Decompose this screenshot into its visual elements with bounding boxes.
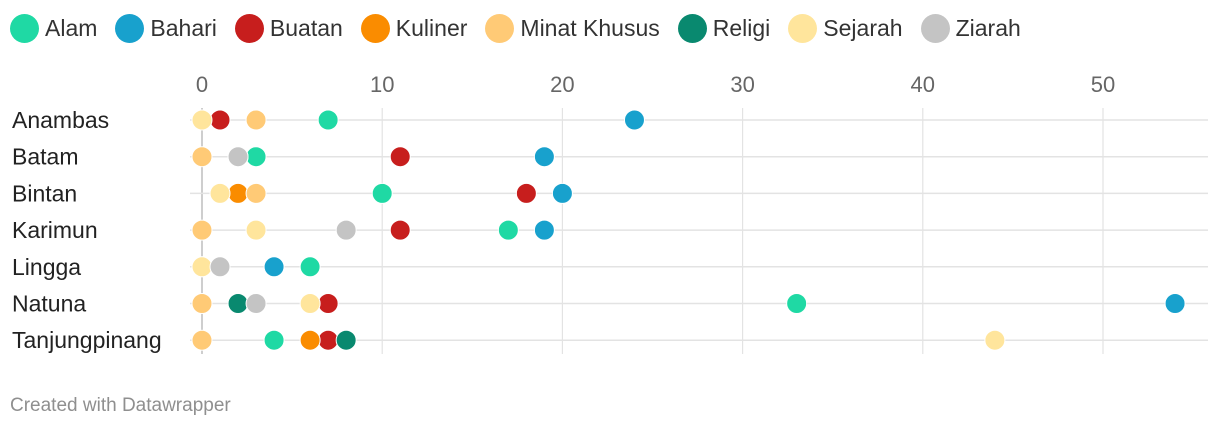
category-label-anambas: Anambas xyxy=(12,107,109,133)
category-label-batam: Batam xyxy=(12,144,78,170)
legend-swatch-alam xyxy=(10,13,39,43)
legend-label-alam: Alam xyxy=(45,14,98,41)
dot-minat-khusus-bintan xyxy=(245,182,267,204)
dot-buatan-batam xyxy=(389,146,411,168)
dot-sejarah-anambas xyxy=(191,109,213,131)
dot-alam-anambas xyxy=(317,109,339,131)
dot-bahari-bintan xyxy=(551,182,573,204)
dot-bahari-lingga xyxy=(263,256,285,278)
dot-minat-khusus-natuna xyxy=(191,293,213,314)
category-label-natuna: Natuna xyxy=(12,291,86,317)
legend-swatch-minat-khusus xyxy=(485,13,515,43)
legend-item-sejarah: Sejarah xyxy=(788,13,903,43)
dot-buatan-anambas xyxy=(209,109,231,131)
category-label-lingga: Lingga xyxy=(12,254,81,280)
legend-label-sejarah: Sejarah xyxy=(823,14,903,41)
dot-minat-khusus-karimun xyxy=(191,219,213,241)
dot-sejarah-tanjungpinang xyxy=(984,329,1006,351)
legend-item-kuliner: Kuliner xyxy=(360,13,468,43)
dot-minat-khusus-batam xyxy=(191,146,213,168)
dot-ziarah-karimun xyxy=(335,219,357,241)
dot-sejarah-karimun xyxy=(245,219,267,241)
legend-label-religi: Religi xyxy=(712,14,771,41)
legend-label-kuliner: Kuliner xyxy=(395,14,468,41)
dot-sejarah-natuna xyxy=(299,293,321,314)
legend-item-buatan: Buatan xyxy=(234,13,343,43)
legend-label-buatan: Buatan xyxy=(269,14,343,41)
dot-ziarah-batam xyxy=(227,146,249,168)
dot-bahari-batam xyxy=(533,146,555,168)
legend-item-alam: Alam xyxy=(10,13,98,43)
legend-label-bahari: Bahari xyxy=(150,14,217,41)
x-tick-label: 50 xyxy=(1091,72,1115,97)
dot-alam-karimun xyxy=(497,219,519,241)
dot-buatan-tanjungpinang xyxy=(317,329,339,351)
legend-item-ziarah: Ziarah xyxy=(920,13,1021,43)
dot-minat-khusus-tanjungpinang xyxy=(191,329,213,351)
x-tick-label: 10 xyxy=(370,72,394,97)
dot-bahari-karimun xyxy=(533,219,555,241)
x-tick-label: 40 xyxy=(911,72,935,97)
legend-swatch-buatan xyxy=(234,13,264,43)
dot-religi-natuna xyxy=(227,293,249,314)
legend: Alam Bahari Buatan Kuliner Minat Khusus Relig… xyxy=(10,8,1039,48)
dot-sejarah-lingga xyxy=(191,256,213,278)
legend-item-bahari: Bahari xyxy=(115,13,217,43)
dot-ziarah-lingga xyxy=(209,256,231,278)
dot-plot: 0 10 20 30 40 50 Anambas Batam Bintan Karimun Ling… xyxy=(12,72,1208,354)
legend-swatch-ziarah xyxy=(920,13,950,43)
legend-item-minat-khusus: Minat Khusus xyxy=(485,13,660,43)
dot-sejarah-bintan xyxy=(209,182,231,204)
dot-buatan-bintan xyxy=(515,182,537,204)
dot-bahari-anambas xyxy=(623,109,645,131)
dot-bahari-natuna xyxy=(1164,293,1186,314)
legend-swatch-bahari xyxy=(115,13,145,43)
dot-buatan-natuna xyxy=(317,293,339,314)
legend-label-ziarah: Ziarah xyxy=(955,14,1021,41)
legend-item-religi: Religi xyxy=(677,13,771,43)
credit-text: Created with Datawrapper xyxy=(10,395,231,416)
dot-minat-khusus-anambas xyxy=(245,109,267,131)
dot-ziarah-natuna xyxy=(245,293,267,314)
category-label-bintan: Bintan xyxy=(12,180,77,206)
legend-swatch-religi xyxy=(677,13,707,43)
legend-swatch-sejarah xyxy=(788,13,818,43)
category-label-karimun: Karimun xyxy=(12,217,98,243)
dot-alam-bintan xyxy=(371,182,393,204)
dot-alam-tanjungpinang xyxy=(263,329,285,351)
x-tick-label: 20 xyxy=(550,72,574,97)
dot-alam-batam xyxy=(245,146,267,168)
dot-religi-tanjungpinang xyxy=(335,329,357,351)
dot-buatan-karimun xyxy=(389,219,411,241)
dot-alam-lingga xyxy=(299,256,321,278)
dot-kuliner-tanjungpinang xyxy=(299,329,321,351)
category-label-tanjungpinang: Tanjungpinang xyxy=(12,327,162,353)
x-tick-label: 30 xyxy=(730,72,754,97)
legend-swatch-kuliner xyxy=(360,13,390,43)
dot-alam-natuna xyxy=(786,293,808,314)
dot-kuliner-bintan xyxy=(227,182,249,204)
x-tick-label: 0 xyxy=(196,72,208,97)
legend-label-minat-khusus: Minat Khusus xyxy=(520,14,660,41)
